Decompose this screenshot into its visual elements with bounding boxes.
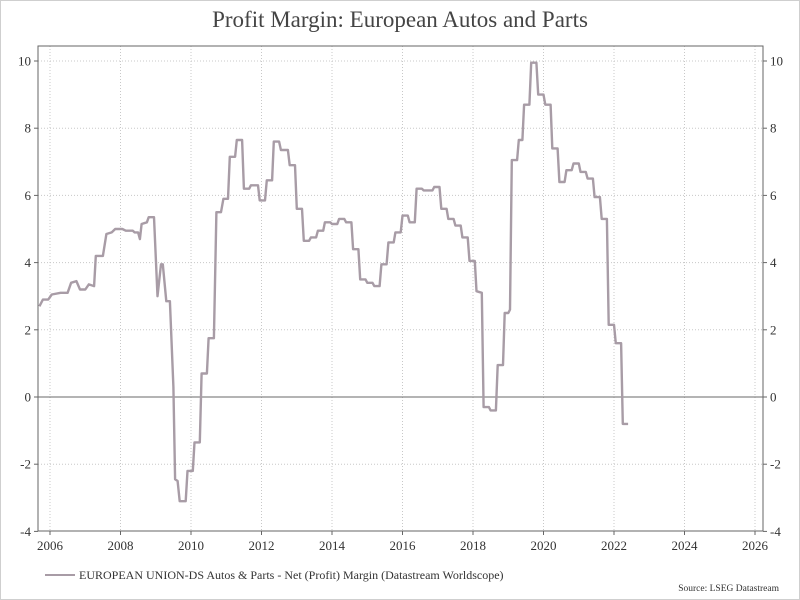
x-tick-label: 2020 xyxy=(531,538,557,553)
legend-swatch xyxy=(45,574,75,576)
x-tick-label: 2024 xyxy=(672,538,699,553)
y-tick-label-left: 2 xyxy=(25,322,32,337)
y-tick-label-right: 8 xyxy=(770,121,777,136)
y-tick-label-right: -2 xyxy=(770,457,781,472)
x-tick-label: 2006 xyxy=(37,538,64,553)
y-tick-label-right: 10 xyxy=(770,54,783,69)
source-note: Source: LSEG Datastream xyxy=(678,584,779,594)
x-tick-label: 2016 xyxy=(390,538,417,553)
y-tick-label-right: 4 xyxy=(770,255,777,270)
y-tick-label-right: -4 xyxy=(770,524,781,539)
y-tick-label-left: -4 xyxy=(20,524,31,539)
y-tick-label-right: 0 xyxy=(770,390,777,405)
y-tick-label-left: 10 xyxy=(18,54,31,69)
y-tick-label-right: 2 xyxy=(770,322,777,337)
plot-area-border xyxy=(37,45,764,532)
y-tick-label-left: 6 xyxy=(25,188,32,203)
x-tick-label: 2012 xyxy=(249,538,275,553)
series-line xyxy=(38,61,629,503)
y-tick-label-left: 4 xyxy=(25,255,32,270)
y-tick-label-right: 6 xyxy=(770,188,777,203)
legend: EUROPEAN UNION-DS Autos & Parts - Net (P… xyxy=(45,567,504,583)
x-tick-label: 2010 xyxy=(178,538,204,553)
y-tick-label-left: -2 xyxy=(20,457,31,472)
x-tick-label: 2026 xyxy=(742,538,769,553)
y-tick-label-left: 8 xyxy=(25,121,32,136)
y-tick-label-left: 0 xyxy=(25,390,32,405)
x-tick-label: 2018 xyxy=(460,538,486,553)
x-tick-label: 2014 xyxy=(319,538,346,553)
legend-label: EUROPEAN UNION-DS Autos & Parts - Net (P… xyxy=(79,567,504,582)
x-tick-label: 2022 xyxy=(601,538,627,553)
chart-title: Profit Margin: European Autos and Parts xyxy=(212,7,588,32)
x-tick-label: 2008 xyxy=(108,538,134,553)
